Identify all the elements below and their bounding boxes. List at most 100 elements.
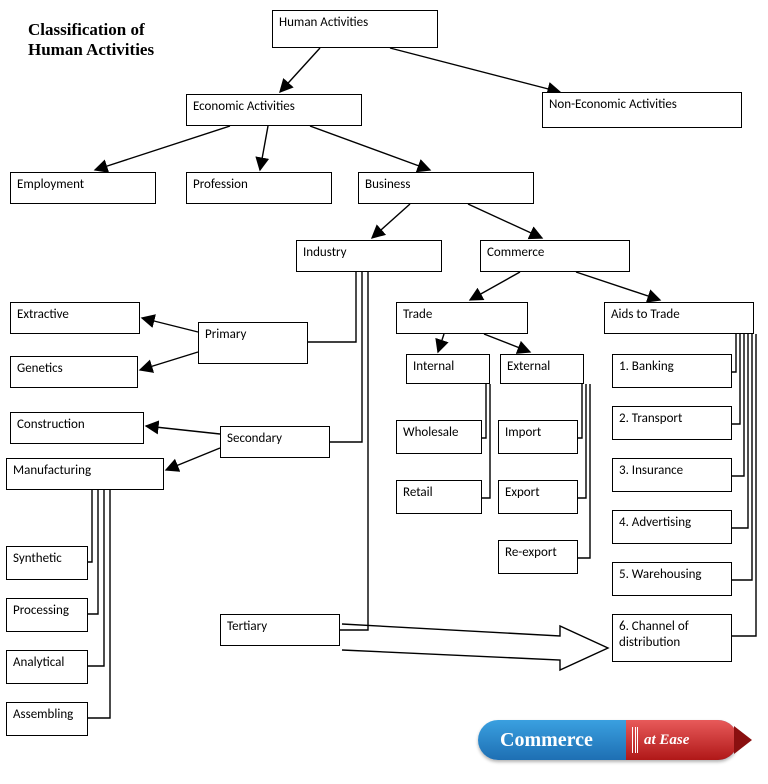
edge-manufacturing-processing xyxy=(88,490,98,614)
node-label: Human Activities xyxy=(279,15,368,30)
node-construction: Construction xyxy=(10,412,144,444)
page-title: Classification of Human Activities xyxy=(28,20,154,60)
node-label: 6. Channel of distribution xyxy=(619,619,689,650)
node-trade: Trade xyxy=(396,302,528,334)
edge-aids-warehousing xyxy=(732,334,752,580)
node-label: Synthetic xyxy=(13,551,62,566)
node-retail: Retail xyxy=(396,480,482,514)
node-economic: Economic Activities xyxy=(186,94,362,126)
node-label: 5. Warehousing xyxy=(619,567,702,582)
node-label: 1. Banking xyxy=(619,359,674,374)
node-label: Manufacturing xyxy=(13,463,91,478)
node-wholesale: Wholesale xyxy=(396,420,482,454)
edge-commerce-aids xyxy=(576,272,660,300)
node-label: Tertiary xyxy=(227,619,267,634)
node-secondary: Secondary xyxy=(220,426,330,458)
node-assembling: Assembling xyxy=(6,702,88,736)
edge-external-reexport xyxy=(578,384,590,558)
node-label: Export xyxy=(505,485,540,500)
node-label: Extractive xyxy=(17,307,69,322)
node-advertising: 4. Advertising xyxy=(612,510,732,544)
node-label: Re-export xyxy=(505,545,557,560)
node-profession: Profession xyxy=(186,172,332,204)
edge-aids-transport xyxy=(732,334,740,424)
edge-external-export xyxy=(578,384,586,498)
node-insurance: 3. Insurance xyxy=(612,458,732,492)
node-reexport: Re-export xyxy=(498,540,578,574)
edge-industry-secondary xyxy=(330,272,362,442)
edge-secondary-manufacturing xyxy=(166,448,220,470)
edge-trade-internal xyxy=(438,334,444,352)
node-label: Employment xyxy=(17,177,84,192)
edge-manufacturing-analytical xyxy=(88,490,104,666)
edge-primary-genetics xyxy=(140,352,198,370)
node-label: Business xyxy=(365,177,410,192)
edge-trade-external xyxy=(484,334,530,352)
edge-internal-retail xyxy=(482,384,490,498)
node-employment: Employment xyxy=(10,172,156,204)
edge-aids-insurance xyxy=(732,334,744,476)
edge-secondary-construction xyxy=(146,426,220,434)
edge-economic-profession xyxy=(260,126,268,170)
node-non_economic: Non-Economic Activities xyxy=(542,92,742,128)
node-human_activities: Human Activities xyxy=(272,10,438,48)
edge-aids-banking xyxy=(732,334,736,372)
node-manufacturing: Manufacturing xyxy=(6,458,164,490)
node-processing: Processing xyxy=(6,598,88,632)
edge-industry-primary xyxy=(308,272,356,342)
title-line2: Human Activities xyxy=(28,40,154,60)
node-primary: Primary xyxy=(198,322,308,364)
edge-commerce-trade xyxy=(470,272,520,300)
node-label: Retail xyxy=(403,485,433,500)
edge-manufacturing-synthetic xyxy=(88,490,92,562)
edge-industry-tertiary xyxy=(340,272,368,630)
edge-manufacturing-assembling xyxy=(88,490,110,718)
logo-bars-icon xyxy=(632,727,638,753)
node-label: Analytical xyxy=(13,655,64,670)
node-label: Import xyxy=(505,425,541,440)
edge-human_activities-non_economic xyxy=(390,48,560,92)
node-label: Primary xyxy=(205,327,246,342)
node-label: Internal xyxy=(413,359,454,374)
node-genetics: Genetics xyxy=(10,356,138,388)
node-label: Profession xyxy=(193,177,248,192)
node-transport: 2. Transport xyxy=(612,406,732,440)
node-banking: 1. Banking xyxy=(612,354,732,388)
node-label: Wholesale xyxy=(403,425,458,440)
edge-human_activities-economic xyxy=(280,48,320,92)
node-label: Industry xyxy=(303,245,347,260)
node-label: Aids to Trade xyxy=(611,307,680,322)
edge-business-industry xyxy=(372,204,410,238)
node-internal: Internal xyxy=(406,354,490,384)
logo-text-commerce: Commerce xyxy=(500,729,593,752)
node-label: Economic Activities xyxy=(193,99,295,114)
node-label: 3. Insurance xyxy=(619,463,683,478)
node-label: External xyxy=(507,359,550,374)
title-line1: Classification of xyxy=(28,20,154,40)
edge-aids-distribution xyxy=(732,334,756,636)
node-aids: Aids to Trade xyxy=(604,302,754,334)
node-label: Commerce xyxy=(487,245,544,260)
node-import: Import xyxy=(498,420,578,454)
node-label: Non-Economic Activities xyxy=(549,97,677,112)
logo-arrow-icon xyxy=(734,726,752,754)
node-label: Processing xyxy=(13,603,69,618)
node-tertiary: Tertiary xyxy=(220,614,340,646)
node-label: Assembling xyxy=(13,707,73,722)
node-label: Secondary xyxy=(227,431,282,446)
edge-external-import xyxy=(578,384,582,438)
edge-primary-extractive xyxy=(142,318,198,332)
node-industry: Industry xyxy=(296,240,442,272)
edge-economic-business xyxy=(310,126,430,170)
edge-internal-wholesale xyxy=(482,384,486,438)
node-extractive: Extractive xyxy=(10,302,140,334)
node-business: Business xyxy=(358,172,534,204)
node-synthetic: Synthetic xyxy=(6,546,88,580)
node-export: Export xyxy=(498,480,578,514)
node-analytical: Analytical xyxy=(6,650,88,684)
node-commerce: Commerce xyxy=(480,240,630,272)
node-label: 4. Advertising xyxy=(619,515,691,530)
node-warehousing: 5. Warehousing xyxy=(612,562,732,596)
commerce-at-ease-logo: Commerce at Ease xyxy=(478,720,738,760)
edge-economic-employment xyxy=(95,126,230,170)
